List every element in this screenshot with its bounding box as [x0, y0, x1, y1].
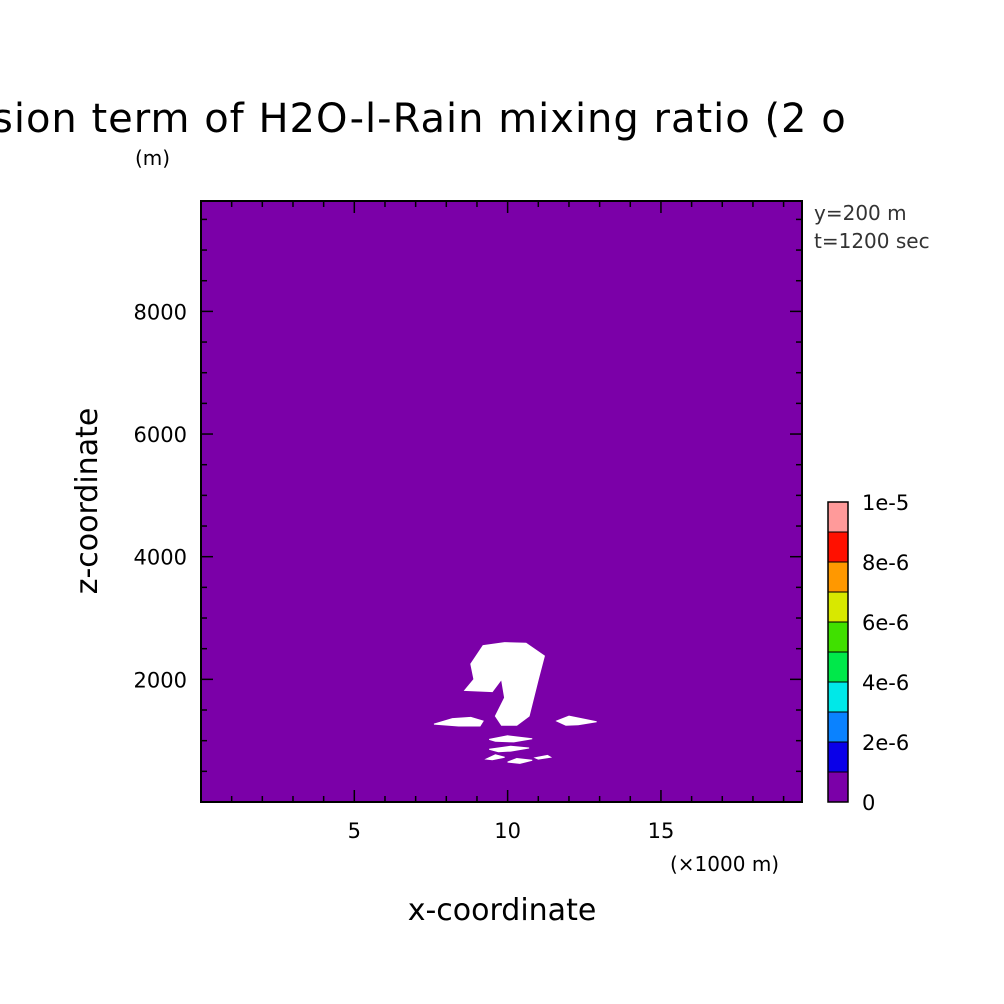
- y-tick-labels: 2000 4000 6000 8000: [134, 300, 187, 692]
- info-y-position: y=200 m: [814, 201, 907, 225]
- y-tick-label: 2000: [134, 668, 187, 692]
- colorbar-segment: [827, 531, 849, 563]
- y-axis-unit: (m): [135, 146, 170, 170]
- undefined-region-7: [533, 754, 553, 760]
- axis-ticks: [201, 201, 802, 802]
- x-tick-label: 15: [648, 819, 675, 843]
- x-axis-label: x-coordinate: [408, 893, 597, 928]
- colorbar-segment: [827, 621, 849, 653]
- undefined-region-4: [489, 745, 530, 753]
- colorbar-segment: [827, 561, 849, 593]
- colorbar-tick-label: 2e-6: [862, 731, 909, 755]
- colorbar-segment: [827, 711, 849, 743]
- undefined-region-2: [555, 715, 597, 726]
- colorbar-segment: [827, 591, 849, 623]
- info-time: t=1200 sec: [814, 229, 930, 253]
- colorbar-labels: 0 2e-6 4e-6 6e-6 8e-6 1e-5: [862, 491, 909, 815]
- y-tick-label: 4000: [134, 546, 187, 570]
- colorbar: [827, 501, 849, 803]
- field-background: [201, 201, 802, 802]
- colorbar-tick-label: 4e-6: [862, 671, 909, 695]
- undefined-regions: [433, 642, 597, 764]
- colorbar-segment: [827, 501, 849, 533]
- x-tick-label: 5: [348, 819, 361, 843]
- undefined-region-3: [489, 735, 533, 743]
- y-tick-label: 8000: [134, 300, 187, 324]
- colorbar-tick-label: 6e-6: [862, 611, 909, 635]
- undefined-region-5: [484, 754, 505, 761]
- colorbar-segment: [827, 651, 849, 683]
- colorbar-segment: [827, 741, 849, 773]
- undefined-region-1: [433, 716, 484, 727]
- y-axis-label: z-coordinate: [70, 408, 105, 595]
- x-tick-labels: 5 10 15: [348, 819, 675, 843]
- plot-frame: [200, 200, 803, 803]
- colorbar-segment: [827, 771, 849, 803]
- plot-area: [200, 200, 803, 803]
- colorbar-frame: [827, 501, 849, 803]
- colorbar-tick-label: 0: [862, 791, 875, 815]
- x-axis-unit: (×1000 m): [670, 852, 779, 876]
- x-tick-label: 10: [494, 819, 521, 843]
- chart-title: sion term of H2O-l-Rain mixing ratio (2 …: [0, 96, 847, 142]
- undefined-region-6: [507, 757, 533, 764]
- colorbar-segment: [827, 681, 849, 713]
- y-tick-label: 6000: [134, 423, 187, 447]
- colorbar-tick-label: 8e-6: [862, 551, 909, 575]
- colorbar-tick-label: 1e-5: [862, 491, 909, 515]
- undefined-region-0: [463, 642, 545, 726]
